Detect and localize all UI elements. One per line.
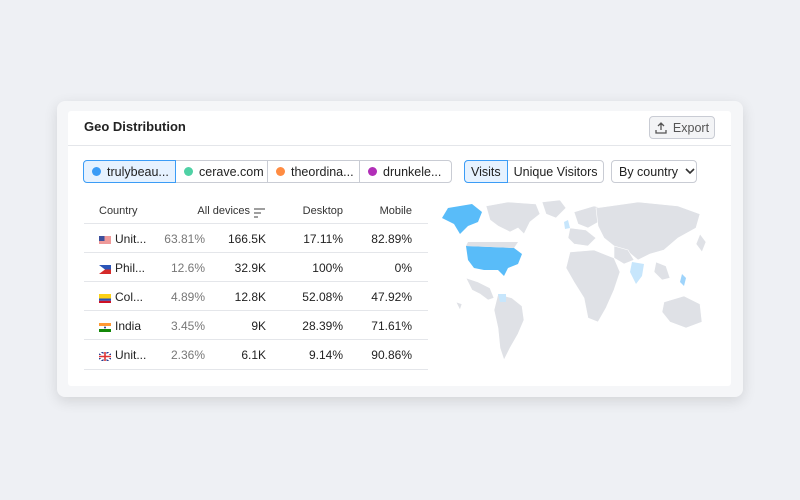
column-header[interactable]: All devices: [197, 205, 250, 217]
table-cell: Unit...: [115, 348, 147, 362]
chevron: [685, 168, 695, 175]
table-cell: 12.8K: [234, 290, 266, 304]
flag-icon: [99, 263, 111, 277]
table-cell: 0%: [394, 261, 412, 275]
flag-icon: [99, 234, 111, 248]
table-cell: 166.5K: [227, 232, 266, 246]
flag-icon: [98, 350, 112, 364]
column-header: Mobile: [379, 205, 412, 217]
domain-dot: [368, 167, 377, 176]
world-map: [442, 199, 707, 361]
table-cell: 100%: [312, 261, 343, 275]
table-cell: 52.08%: [302, 290, 343, 304]
table-cell: 4.89%: [170, 290, 205, 304]
domain-label: trulybeau...: [107, 164, 169, 179]
table-row[interactable]: Unit... 2.36% 6.1K 9.14% 90.86%: [84, 339, 428, 370]
metric-option[interactable]: Unique Visitors: [506, 160, 605, 183]
metric-toggle: Visits Unique Visitors: [464, 160, 605, 183]
table-cell: 28.39%: [302, 319, 343, 333]
domain-dot: [184, 167, 193, 176]
table-cell: 47.92%: [371, 290, 412, 304]
table-cell: Phil...: [115, 261, 146, 275]
table-cell: 17.11%: [303, 232, 343, 246]
domain-label: cerave.com: [199, 164, 264, 179]
table-cell: 6.1K: [241, 348, 266, 362]
table-cell: 90.86%: [371, 348, 412, 362]
table-row[interactable]: Col... 4.89% 12.8K 52.08% 47.92%: [84, 281, 428, 311]
table-row[interactable]: India 3.45% 9K 28.39% 71.61%: [84, 310, 428, 340]
domain-dot: [276, 167, 285, 176]
flag-icon: [99, 292, 111, 306]
table-cell: 32.9K: [234, 261, 266, 275]
domain-label: theordina...: [291, 164, 354, 179]
column-header: Country: [99, 205, 138, 217]
metric-option[interactable]: Visits: [464, 160, 508, 183]
export-button[interactable]: Export: [649, 116, 715, 139]
flag-icon: [99, 321, 111, 335]
domain-tabs: trulybeau... cerave.com theordina... drunke…: [83, 160, 452, 183]
domain-tab[interactable]: theordina...: [267, 160, 360, 183]
table-cell: 2.36%: [170, 348, 205, 362]
domain-label: drunkele...: [383, 164, 442, 179]
column-header: Desktop: [302, 205, 343, 217]
table-cell: 71.61%: [371, 319, 412, 333]
export-icon: [655, 121, 667, 134]
table-cell: 82.89%: [371, 232, 412, 246]
sort-icon: [254, 205, 265, 223]
table-cell: Col...: [115, 290, 144, 304]
table-row[interactable]: Phil... 12.6% 32.9K 100% 0%: [84, 252, 428, 282]
widget-title: Geo Distribution: [84, 119, 186, 134]
domain-tab[interactable]: trulybeau...: [83, 160, 176, 183]
table-cell: India: [115, 319, 142, 333]
domain-tab[interactable]: drunkele...: [359, 160, 452, 183]
table-cell: 12.6%: [170, 261, 205, 275]
table-cell: 9.14%: [308, 348, 343, 362]
table-cell: 9K: [251, 319, 266, 333]
domain-tab[interactable]: cerave.com: [175, 160, 268, 183]
divider: [68, 145, 731, 146]
table-cell: Unit...: [115, 232, 147, 246]
table-cell: 3.45%: [170, 319, 205, 333]
grouping-label: By country: [619, 164, 679, 179]
export-label: Export: [672, 120, 710, 135]
grouping-dropdown[interactable]: By country: [611, 160, 697, 183]
table-cell: 63.81%: [164, 232, 205, 246]
domain-dot: [92, 167, 101, 176]
table-row[interactable]: Unit... 63.81% 166.5K 17.11% 82.89%: [84, 223, 428, 253]
